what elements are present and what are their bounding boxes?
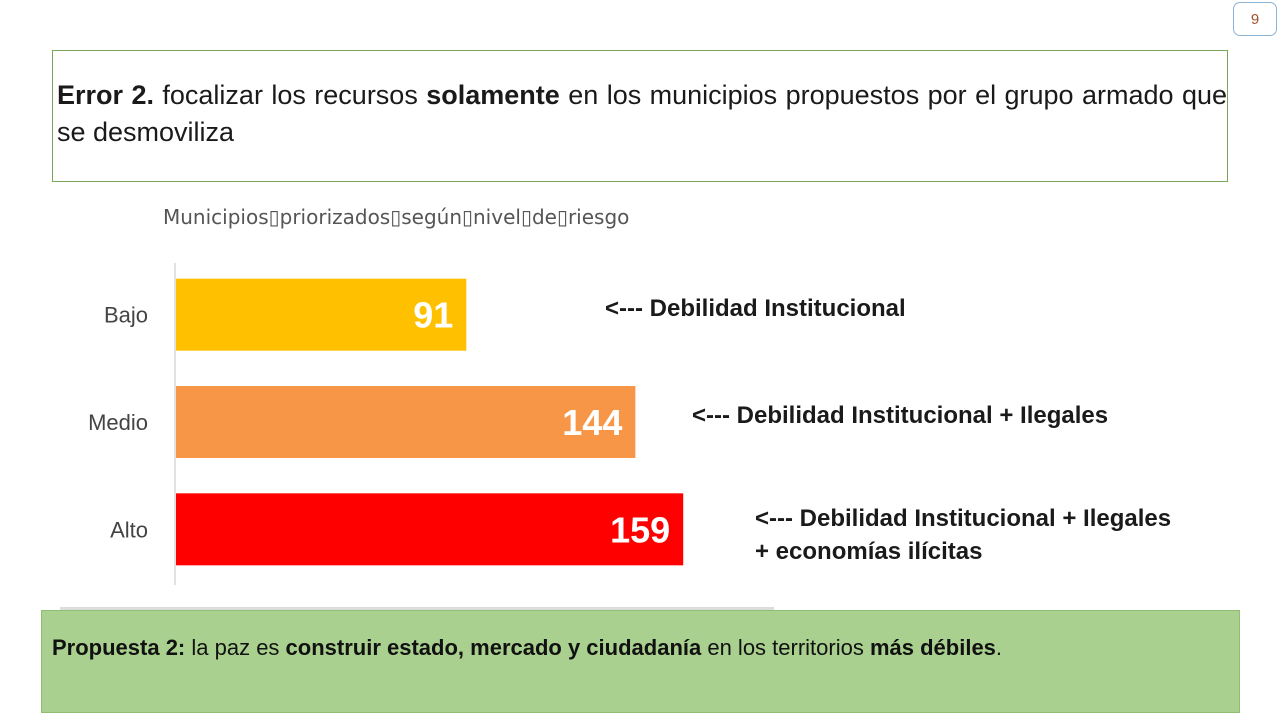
proposal-text-1: la paz es [185,635,286,660]
bar-medio [176,386,636,458]
error-lead: Error 2. [57,80,154,110]
category-label-medio: Medio [88,410,148,435]
page-number-badge: 9 [1233,2,1277,36]
annotation-medio: <--- Debilidad Institucional + Ilegales [692,402,1109,429]
data-label-alto: 159 [610,509,670,550]
error-text-1: focalizar los recursos [153,80,427,110]
bar-alto [176,493,684,566]
proposal-emphasis-1: construir estado, mercado y ciudadanía [285,635,702,660]
chart-bottom-strip [60,607,774,612]
category-label-alto: Alto [110,517,148,542]
proposal-emphasis-2: más débiles [869,635,996,660]
error-statement-box: Error 2. focalizar los recursos solament… [52,50,1228,182]
category-label-bajo: Bajo [104,303,148,328]
data-label-medio: 144 [562,402,622,443]
annotation-alto: <--- Debilidad Institucional + Ilegales … [755,505,1172,565]
error-emphasis: solamente [426,80,560,110]
proposal-text-3: . [995,635,1003,660]
proposal-text-2: en los territorios [701,635,870,660]
chart-title: Municipios▯priorizados▯según▯nivel▯de▯ri… [163,205,630,229]
data-label-bajo: 91 [413,295,453,336]
proposal-lead: Propuesta 2: [52,635,186,660]
annotation-bajo: <--- Debilidad Institucional [605,295,906,322]
bar-bajo [176,278,467,351]
error-text-2: en los municipios propuestos por el grup… [57,80,1227,147]
proposal-box: Propuesta 2: la paz es construir estado,… [41,610,1240,713]
